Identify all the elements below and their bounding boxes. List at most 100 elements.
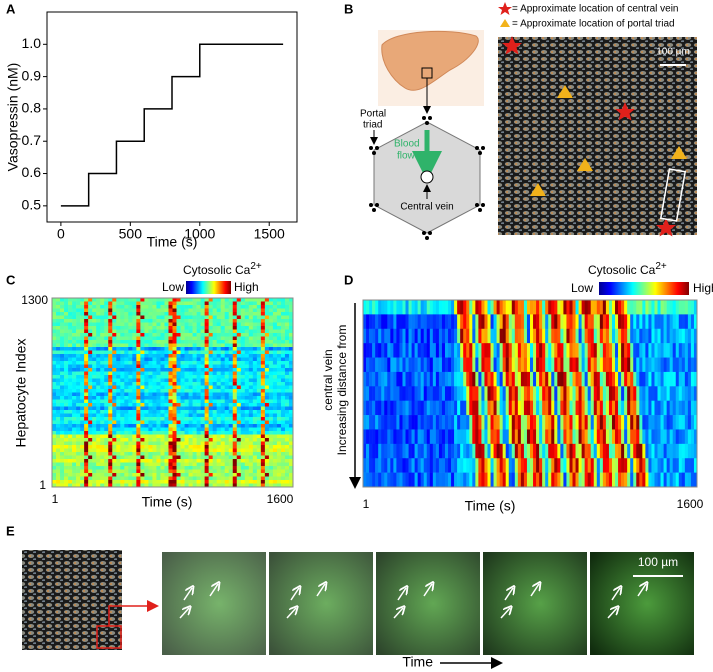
- heatmap-cell: [193, 410, 197, 414]
- heatmap-cell: [201, 417, 205, 421]
- heatmap-cell: [399, 372, 402, 387]
- heatmap-cell: [533, 473, 536, 488]
- heatmap-cell: [60, 386, 64, 390]
- heatmap-cell: [225, 305, 229, 309]
- heatmap-cell: [168, 473, 172, 477]
- heatmap-cell: [221, 298, 225, 302]
- heatmap-cell: [205, 424, 209, 428]
- heatmap-cell: [237, 323, 241, 327]
- heatmap-cell: [273, 375, 277, 379]
- heatmap-cell: [181, 382, 185, 386]
- heatmap-cell: [217, 351, 221, 355]
- heatmap-cell: [651, 473, 654, 488]
- heatmap-cell: [193, 305, 197, 309]
- heatmap-cell: [193, 421, 197, 425]
- heatmap-cell: [209, 386, 213, 390]
- heatmap-cell: [427, 358, 430, 373]
- heatmap-cell: [193, 323, 197, 327]
- heatmap-cell: [201, 330, 205, 334]
- heatmap-cell: [92, 319, 96, 323]
- heatmap-cell: [245, 449, 249, 453]
- heatmap-cell: [68, 417, 72, 421]
- heatmap-cell: [378, 329, 381, 344]
- heatmap-cell: [281, 438, 285, 442]
- heatmap-cell: [585, 372, 588, 387]
- heatmap-cell: [76, 309, 80, 313]
- heatmap-cell: [80, 403, 84, 407]
- heatmap-cell: [257, 323, 261, 327]
- heatmap-cell: [433, 415, 436, 430]
- heatmap-cell: [52, 326, 56, 330]
- heatmap-cell: [84, 428, 88, 432]
- heatmap-cell: [273, 470, 277, 474]
- heatmap-cell: [80, 449, 84, 453]
- heatmap-cell: [237, 382, 241, 386]
- heatmap-cell: [645, 473, 648, 488]
- heatmap-cell: [277, 379, 281, 383]
- heatmap-cell: [542, 401, 545, 416]
- heatmap-cell: [685, 343, 688, 358]
- heatmap-cell: [193, 477, 197, 481]
- heatmap-cell: [633, 358, 636, 373]
- heatmap-cell: [472, 314, 475, 329]
- heatmap-cell: [80, 379, 84, 383]
- heatmap-cell: [273, 456, 277, 460]
- heatmap-cell: [237, 358, 241, 362]
- heatmap-cell: [225, 337, 229, 341]
- heatmap-cell: [96, 456, 100, 460]
- y-tick-label: 1.0: [22, 35, 42, 51]
- heatmap-cell: [491, 415, 494, 430]
- heatmap-cell: [68, 305, 72, 309]
- heatmap-cell: [372, 444, 375, 459]
- heatmap-cell: [673, 358, 676, 373]
- micrograph: [498, 37, 697, 235]
- heatmap-cell: [533, 444, 536, 459]
- heatmap-cell: [691, 358, 694, 373]
- heatmap-cell: [173, 431, 177, 435]
- heatmap-cell: [72, 323, 76, 327]
- heatmap-cell: [551, 314, 554, 329]
- heatmap-cell: [120, 421, 124, 425]
- heatmap-cell: [193, 400, 197, 404]
- heatmap-cell: [64, 330, 68, 334]
- heatmap-cell: [225, 319, 229, 323]
- heatmap-cell: [128, 344, 132, 348]
- heatmap-cell: [402, 329, 405, 344]
- heatmap-cell: [181, 358, 185, 362]
- heatmap-cell: [88, 365, 92, 369]
- heatmap-cell: [249, 449, 253, 453]
- heatmap-cell: [181, 368, 185, 372]
- heatmap-cell: [189, 452, 193, 456]
- heatmap-cell: [76, 442, 80, 446]
- heatmap-cell: [430, 444, 433, 459]
- heatmap-cell: [412, 429, 415, 444]
- heatmap-cell: [618, 444, 621, 459]
- heatmap-cell: [64, 421, 68, 425]
- heatmap-cell: [201, 375, 205, 379]
- heatmap-cell: [120, 372, 124, 376]
- heatmap-cell: [560, 314, 563, 329]
- heatmap-cell: [658, 415, 661, 430]
- heatmap-cell: [52, 445, 56, 449]
- heatmap-cell: [209, 428, 213, 432]
- heatmap-cell: [193, 330, 197, 334]
- heatmap-cell: [618, 401, 621, 416]
- heatmap-cell: [181, 407, 185, 411]
- heatmap-cell: [245, 312, 249, 316]
- heatmap-cell: [225, 333, 229, 337]
- heatmap-cell: [506, 473, 509, 488]
- panel-c: Cytosolic Ca2+ Low High 1300 1 Hepatocyt…: [13, 261, 294, 510]
- heatmap-cell: [60, 442, 64, 446]
- heatmap-cell: [676, 458, 679, 473]
- heatmap-cell: [667, 314, 670, 329]
- heatmap-cell: [80, 365, 84, 369]
- heatmap-cell: [225, 361, 229, 365]
- heatmap-cell: [372, 343, 375, 358]
- heatmap-cell: [136, 386, 140, 390]
- heatmap-cell: [542, 358, 545, 373]
- heatmap-cell: [366, 429, 369, 444]
- heatmap-cell: [253, 340, 257, 344]
- heatmap-cell: [132, 452, 136, 456]
- heatmap-cell: [64, 414, 68, 418]
- heatmap-cell: [237, 424, 241, 428]
